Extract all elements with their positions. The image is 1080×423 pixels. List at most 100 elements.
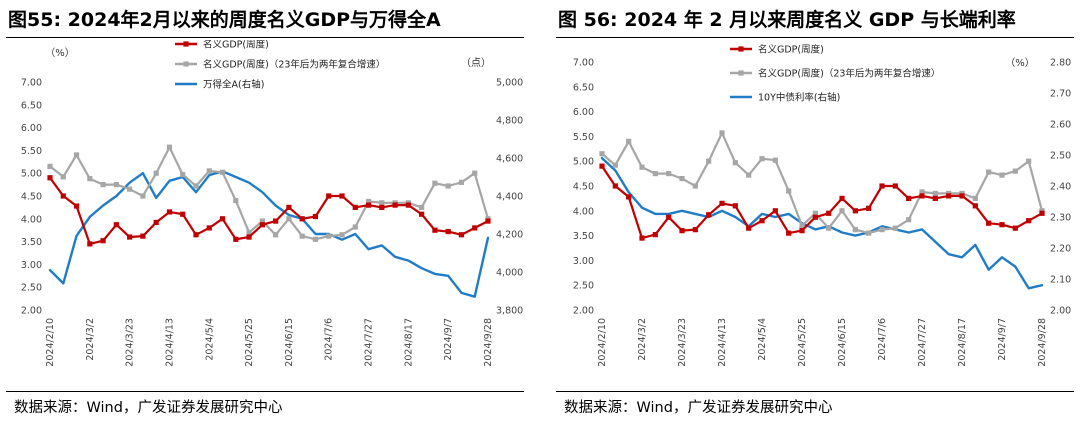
data-point-red	[47, 175, 53, 181]
x-axis-tick-label: 2024/8/17	[403, 318, 414, 367]
x-axis-tick-label: 2024/3/2	[637, 318, 648, 361]
data-point-gray	[472, 170, 478, 176]
data-point-gray	[219, 169, 226, 175]
left-axis-tick-label: 3.00	[21, 260, 42, 271]
data-point-gray	[826, 225, 832, 231]
right-axis-tick-label: 2.70	[1050, 89, 1071, 100]
series-line-red	[48, 176, 490, 245]
data-point-red	[852, 208, 858, 214]
left-axis-tick-label: 6.50	[21, 100, 42, 111]
x-axis-tick-label: 2024/7/27	[364, 318, 375, 367]
data-point-gray	[972, 195, 978, 201]
data-point-red	[140, 233, 146, 239]
legend-marker-gray	[183, 61, 189, 67]
x-axis-tick-label: 2024/9/7	[997, 318, 1008, 361]
data-point-red	[219, 216, 226, 222]
x-axis-tick-label: 2024/7/27	[917, 318, 928, 367]
data-point-gray	[879, 227, 885, 233]
x-axis-tick-label: 2024/4/13	[164, 318, 175, 367]
data-point-red	[1012, 225, 1018, 231]
data-source-note: 数据来源：Wind，广发证券发展研究中心	[14, 400, 283, 416]
x-axis-tick-label: 2024/7/6	[324, 318, 335, 361]
title-divider	[556, 37, 1074, 38]
series-red	[47, 175, 491, 247]
left-axis-tick-label: 5.00	[573, 157, 594, 168]
series-line-red	[600, 165, 1044, 240]
data-point-red	[706, 212, 712, 218]
data-point-red	[866, 205, 872, 211]
data-point-red	[612, 183, 618, 189]
data-point-gray	[365, 198, 372, 205]
right-axis-tick-label: 2.00	[1050, 306, 1071, 317]
data-point-gray	[432, 180, 438, 186]
title-divider	[6, 37, 524, 38]
data-point-red	[946, 193, 952, 199]
legend-label-red: 名义GDP(周度)	[203, 40, 269, 51]
data-point-red	[273, 218, 279, 224]
data-point-gray	[233, 197, 239, 204]
data-point-gray	[299, 233, 305, 239]
nominal-gdp-vs-wind-a-chart: （%） （点） 2.00 2.50 3.00 3.50 4.00 4.50 5.00 5.50 6.…	[21, 40, 523, 367]
left-axis-unit: （%）	[45, 47, 75, 59]
legend: 名义GDP(周度) 名义GDP(周度)（23年后为两年复合增速） 万得全A(右轴)	[175, 40, 385, 91]
data-point-red	[113, 222, 119, 228]
data-point-red	[233, 236, 239, 242]
right-axis-tick-label: 4,800	[496, 116, 523, 127]
data-point-red	[826, 210, 832, 216]
x-axis-tick-label: 2024/5/25	[244, 318, 255, 367]
legend: 名义GDP(周度) 名义GDP(周度)（23年后为两年复合增速） 10Y中债利率(右…	[730, 44, 940, 104]
data-point-red	[73, 203, 80, 209]
data-point-red	[352, 204, 358, 210]
data-point-gray	[379, 200, 385, 206]
data-point-red	[445, 228, 451, 235]
data-point-red	[299, 216, 305, 222]
data-point-red	[1039, 210, 1045, 216]
legend-marker-red	[738, 46, 744, 52]
data-point-gray	[419, 204, 425, 210]
left-axis-tick-label: 4.50	[21, 192, 42, 203]
x-axis-tick-label: 2024/6/15	[837, 318, 848, 367]
data-point-gray	[73, 152, 80, 158]
left-axis-tick-label: 5.50	[573, 132, 594, 143]
left-axis: 2.00 2.50 3.00 3.50 4.00 4.50 5.00 5.50 6.00 6.50…	[21, 78, 42, 317]
data-point-red	[259, 222, 265, 228]
legend-marker-red	[183, 41, 189, 47]
series-blue	[600, 156, 1044, 290]
data-point-red	[652, 232, 658, 238]
data-point-red	[986, 220, 992, 226]
data-point-gray	[866, 230, 872, 236]
x-axis-tick-label: 2024/9/28	[483, 318, 494, 367]
left-axis-tick-label: 6.00	[21, 123, 42, 134]
data-point-gray	[839, 208, 845, 214]
data-point-red	[666, 214, 672, 220]
data-point-red	[206, 225, 212, 231]
x-axis-tick-label: 2024/9/7	[443, 318, 454, 361]
left-axis: 2.00 2.50 3.00 3.50 4.00 4.50 5.00 5.50 6.00 6.50…	[573, 58, 594, 317]
data-point-red	[746, 225, 752, 231]
footer-divider	[6, 391, 524, 392]
data-point-gray	[180, 171, 186, 178]
data-point-gray	[259, 218, 265, 224]
data-source-note: 数据来源：Wind，广发证券发展研究中心	[564, 400, 833, 416]
right-axis-tick-label: 2.40	[1050, 182, 1071, 193]
x-axis-tick-label: 2024/8/17	[957, 318, 968, 367]
figure-title: 图55: 2024年2月以来的周度名义GDP与万得全A	[8, 9, 441, 31]
right-axis-tick-label: 2.60	[1050, 120, 1071, 131]
data-point-gray	[166, 144, 173, 150]
data-point-gray	[692, 183, 698, 189]
left-axis-tick-label: 4.00	[21, 214, 42, 225]
legend-label-gray: 名义GDP(周度)（23年后为两年复合增速）	[758, 68, 940, 80]
data-point-red	[972, 203, 978, 209]
series-line-gray	[48, 146, 490, 241]
data-point-red	[419, 211, 425, 217]
data-point-red	[100, 238, 106, 244]
data-point-gray	[445, 183, 451, 189]
legend-label-red: 名义GDP(周度)	[758, 44, 824, 56]
right-axis-tick-label: 4,200	[496, 230, 523, 241]
data-point-gray	[679, 175, 685, 182]
x-axis-tick-label: 2024/5/4	[757, 318, 768, 361]
data-point-gray	[746, 172, 752, 178]
data-point-gray	[1026, 158, 1032, 164]
nominal-gdp-vs-10y-yield-chart: （%） 2.00 2.50 3.00 3.50 4.00 4.50 5.00 5.50 6.00 6…	[573, 44, 1071, 367]
left-axis-tick-label: 3.50	[573, 231, 594, 242]
